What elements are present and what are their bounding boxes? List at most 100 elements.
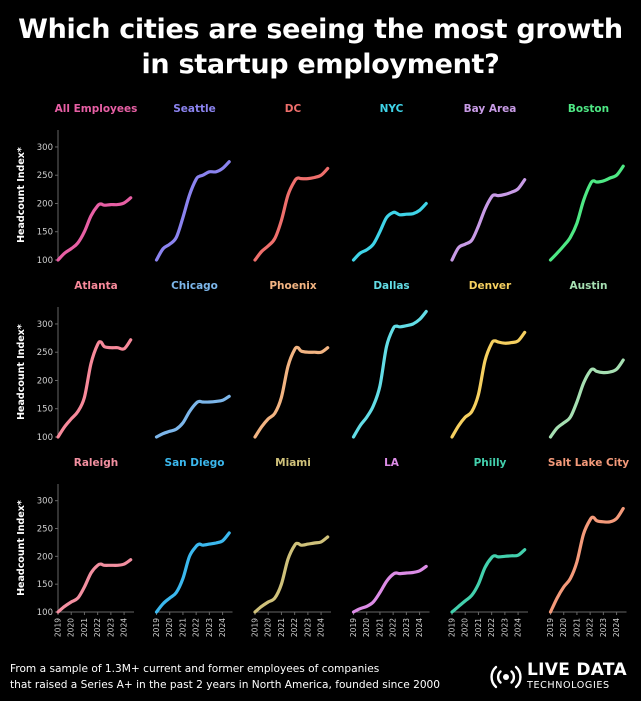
panel-raleigh: Raleigh 100 150 200 250 300 Headcount Index* 20…: [16, 457, 134, 637]
x-tick-label: 2021: [474, 618, 483, 637]
panel-title-dallas: Dallas: [373, 280, 409, 292]
series-line-raleigh: [56, 558, 133, 614]
x-tick-label: 2023: [402, 618, 411, 637]
panel-title-chicago: Chicago: [171, 280, 218, 292]
y-tick-label: 300: [37, 143, 53, 153]
panel-nyc: NYC: [351, 103, 428, 262]
x-tick-label: 2024: [120, 618, 129, 637]
panel-denver: Denver: [450, 280, 527, 439]
x-tick-label: 2020: [165, 618, 174, 637]
x-tick-label: 2020: [67, 618, 76, 637]
brand-name: LIVE DATA: [527, 660, 627, 680]
series-line-dc: [253, 166, 330, 262]
y-tick-label: 150: [37, 405, 53, 415]
panel-title-boston: Boston: [568, 103, 609, 115]
y-tick-label: 250: [37, 525, 53, 535]
x-tick-label: 2020: [264, 618, 273, 637]
y-axis-label: Headcount Index*: [16, 500, 27, 596]
y-tick-label: 150: [37, 580, 53, 590]
y-axis-label: Headcount Index*: [16, 147, 27, 243]
y-axis-label: Headcount Index*: [16, 324, 27, 420]
panel-austin: Austin: [548, 280, 625, 439]
x-tick-label: 2021: [178, 618, 187, 637]
x-tick-label: 2024: [317, 618, 326, 637]
series-line-chicago: [154, 394, 231, 439]
panel-boston: Boston: [548, 103, 625, 262]
y-tick-label: 200: [37, 552, 53, 562]
panel-atlanta: Atlanta 100 150 200 250 300 Headcount Index*: [16, 280, 133, 443]
y-tick-label: 200: [37, 199, 53, 209]
panel-phoenix: Phoenix: [253, 280, 330, 439]
series-line-dallas: [351, 309, 428, 439]
x-tick-label: 2021: [80, 618, 89, 637]
x-tick-label: 2019: [349, 618, 358, 637]
panel-title-la: LA: [384, 457, 400, 469]
x-tick-label: 2022: [93, 618, 102, 637]
series-line-boston: [548, 164, 625, 262]
x-tick-label: 2024: [218, 618, 227, 637]
y-tick-label: 150: [37, 228, 53, 238]
x-tick-label: 2023: [106, 618, 115, 637]
series-line-phoenix: [253, 345, 330, 439]
panel-la: LA 2019 2020 2021 2022 2023 2024: [349, 457, 430, 637]
y-tick-label: 100: [37, 608, 53, 618]
brand-logo: LIVE DATA TECHNOLOGIES: [490, 659, 635, 695]
panel-title-salt-lake-city: Salt Lake City: [548, 457, 629, 469]
panel-title-atlanta: Atlanta: [74, 280, 117, 292]
panel-philly: Philly 2019 2020 2021 2022 2023 2024: [448, 457, 528, 637]
x-tick-label: 2020: [461, 618, 470, 637]
panel-title-bay-area: Bay Area: [464, 103, 517, 115]
series-line-san-diego: [154, 531, 231, 614]
panel-title-austin: Austin: [570, 280, 608, 292]
panel-title-raleigh: Raleigh: [74, 457, 118, 469]
series-line-nyc: [351, 201, 428, 262]
series-line-seattle: [154, 160, 231, 262]
footnote: From a sample of 1.3M+ current and forme…: [10, 661, 460, 693]
y-tick-label: 100: [37, 256, 53, 266]
panel-title-san-diego: San Diego: [165, 457, 225, 469]
x-tick-label: 2020: [362, 618, 371, 637]
x-tick-label: 2022: [487, 618, 496, 637]
panel-dc: DC: [253, 103, 330, 262]
panel-title-nyc: NYC: [380, 103, 404, 115]
panel-salt-lake-city: Salt Lake City 2019 2020 2021 2022 2023 2024: [546, 457, 629, 637]
series-line-all-employees: [56, 196, 133, 262]
series-line-atlanta: [56, 338, 133, 439]
x-tick-label: 2019: [448, 618, 457, 637]
panel-dallas: Dallas: [351, 280, 428, 439]
series-line-denver: [450, 330, 527, 439]
x-tick-label: 2021: [375, 618, 384, 637]
panel-miami: Miami 2019 2020 2021 2022 2023 2024: [251, 457, 331, 637]
panel-title-denver: Denver: [469, 280, 512, 292]
y-tick-label: 100: [37, 433, 53, 443]
y-tick-label: 300: [37, 497, 53, 507]
panel-san-diego: San Diego 2019 2020 2021 2022 2023 2024: [152, 457, 233, 637]
y-tick-label: 250: [37, 171, 53, 181]
footnote-line-2: that raised a Series A+ in the past 2 ye…: [10, 679, 441, 691]
panel-all-employees: All Employees 100 150 200 250 300 Headcount In…: [16, 103, 137, 266]
x-tick-label: 2023: [303, 618, 312, 637]
x-tick-label: 2021: [277, 618, 286, 637]
x-tick-label: 2023: [599, 618, 608, 637]
panel-seattle: Seattle: [154, 103, 231, 262]
x-tick-label: 2019: [546, 618, 555, 637]
x-tick-label: 2023: [500, 618, 509, 637]
x-tick-label: 2024: [514, 618, 523, 637]
panel-chicago: Chicago: [154, 280, 231, 439]
panel-title-miami: Miami: [275, 457, 311, 469]
x-tick-label: 2019: [54, 618, 63, 637]
panel-title-philly: Philly: [474, 457, 507, 469]
series-line-salt-lake-city: [548, 506, 625, 614]
brand-tagline: TECHNOLOGIES: [527, 680, 610, 691]
panel-title-dc: DC: [285, 103, 302, 115]
x-tick-label: 2022: [192, 618, 201, 637]
x-tick-label: 2022: [586, 618, 595, 637]
panel-bay-area: Bay Area: [450, 103, 527, 262]
x-tick-label: 2022: [389, 618, 398, 637]
series-line-austin: [548, 358, 625, 439]
x-tick-label: 2023: [205, 618, 214, 637]
x-tick-label: 2020: [559, 618, 568, 637]
panel-title-all-employees: All Employees: [55, 103, 138, 115]
panel-title-phoenix: Phoenix: [269, 280, 317, 292]
